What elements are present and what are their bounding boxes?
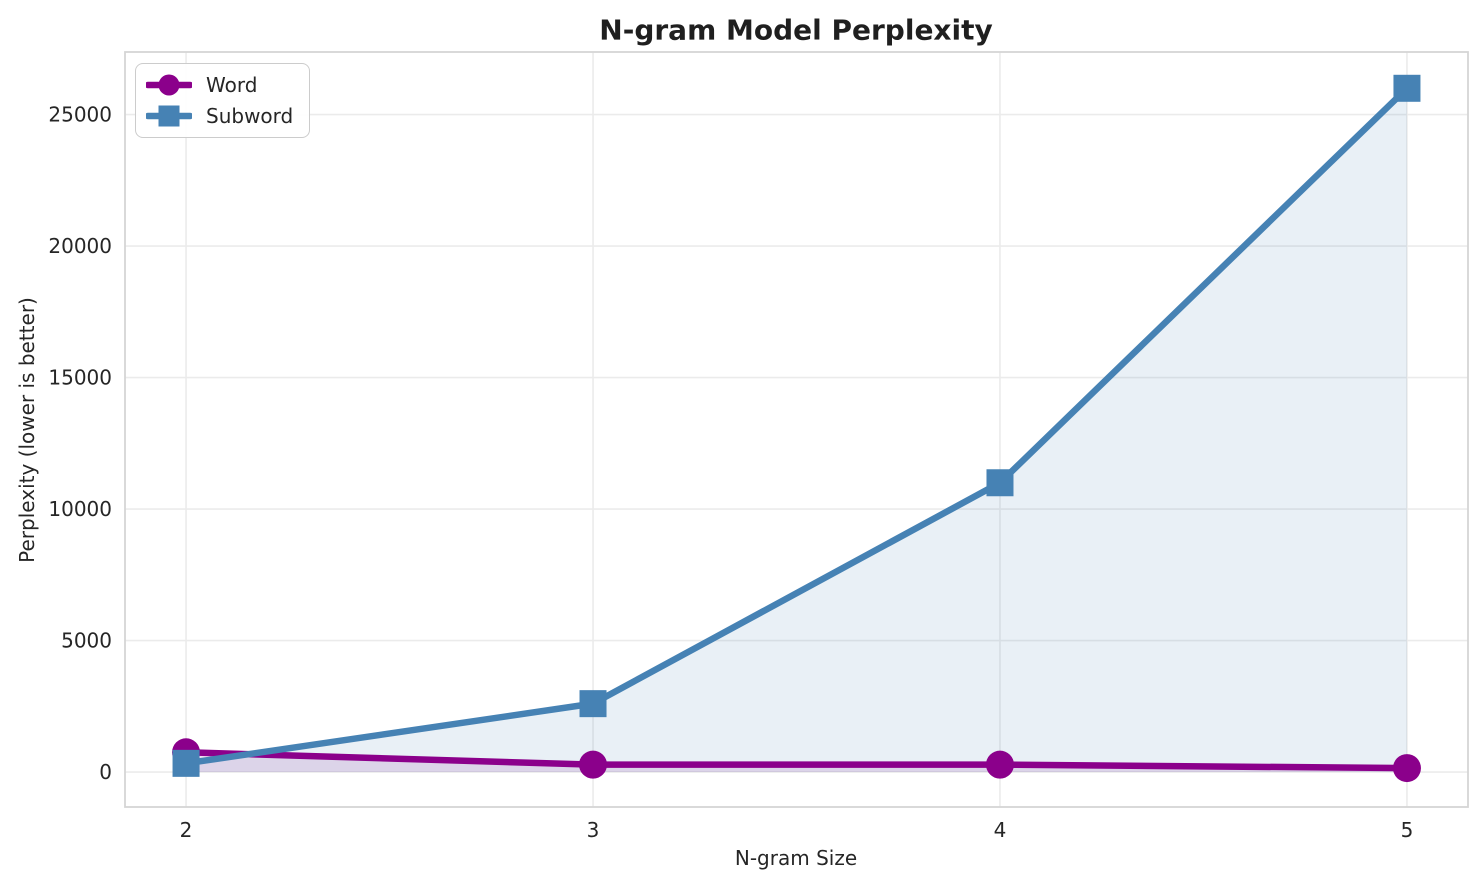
legend-label: Word xyxy=(206,73,258,97)
y-tick-label: 5000 xyxy=(61,629,112,653)
circle-marker-icon xyxy=(146,74,192,96)
y-tick-label: 0 xyxy=(99,760,112,784)
data-point-word xyxy=(985,750,1014,779)
data-point-subword xyxy=(986,469,1014,497)
data-point-word xyxy=(579,750,608,779)
x-tick-label: 5 xyxy=(1401,818,1414,842)
square-marker-icon xyxy=(146,105,192,127)
x-axis-label: N-gram Size xyxy=(734,846,858,870)
plot-border xyxy=(124,51,1469,808)
series-line-word xyxy=(182,749,1411,772)
chart-title: N-gram Model Perplexity xyxy=(599,13,993,47)
legend-item-word: Word xyxy=(146,71,293,99)
data-point-subword xyxy=(1393,74,1421,102)
area-fill-subword xyxy=(186,88,1407,773)
x-tick-label: 2 xyxy=(180,818,193,842)
legend: Word Subword xyxy=(135,63,311,138)
data-point-word xyxy=(1392,754,1421,783)
legend-label: Subword xyxy=(206,104,294,128)
x-tick-label: 4 xyxy=(994,818,1007,842)
y-tick-label: 25000 xyxy=(48,103,112,127)
y-tick-label: 10000 xyxy=(48,497,112,521)
series-line-subword xyxy=(182,85,1411,767)
y-tick-label: 20000 xyxy=(48,234,112,258)
y-tick-label: 15000 xyxy=(48,366,112,390)
legend-item-subword: Subword xyxy=(146,102,293,130)
data-point-subword xyxy=(172,749,200,777)
x-tick-label: 3 xyxy=(587,818,600,842)
data-point-subword xyxy=(579,690,607,718)
